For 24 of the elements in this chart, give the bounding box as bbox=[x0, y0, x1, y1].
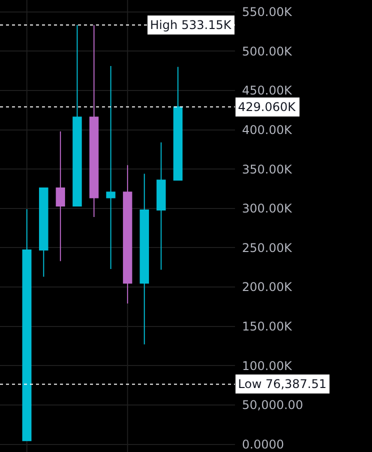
y-tick-label: 0.0000 bbox=[242, 437, 284, 452]
candlestick bbox=[156, 142, 166, 270]
candlestick bbox=[140, 173, 149, 345]
y-tick-label: 550.00K bbox=[242, 5, 293, 19]
y-tick-label: 350.00K bbox=[242, 162, 293, 176]
y-tick-label: 50,000.00 bbox=[242, 398, 304, 412]
ref-line-label: 429.060K bbox=[238, 100, 297, 114]
ref-line-label: Low 76,387.51 bbox=[238, 377, 327, 391]
candlestick bbox=[72, 24, 82, 207]
y-tick-label: 450.00K bbox=[242, 84, 293, 98]
candlestick bbox=[89, 24, 99, 218]
candlestick bbox=[39, 187, 48, 278]
candlestick bbox=[122, 164, 132, 304]
y-tick-label: 200.00K bbox=[242, 280, 293, 294]
y-tick-label: 300.00K bbox=[242, 202, 293, 216]
y-tick-label: 100.00K bbox=[242, 358, 293, 373]
candlestick bbox=[56, 130, 66, 262]
y-tick-label: 250.00K bbox=[242, 240, 293, 255]
y-tick-label: 500.00K bbox=[242, 44, 293, 58]
candlestick bbox=[106, 66, 116, 270]
y-tick-label: 400.00K bbox=[242, 122, 293, 137]
y-tick-label: 150.00K bbox=[242, 320, 293, 334]
candlestick bbox=[173, 66, 183, 181]
ref-line-label: High 533.15K bbox=[150, 18, 232, 32]
